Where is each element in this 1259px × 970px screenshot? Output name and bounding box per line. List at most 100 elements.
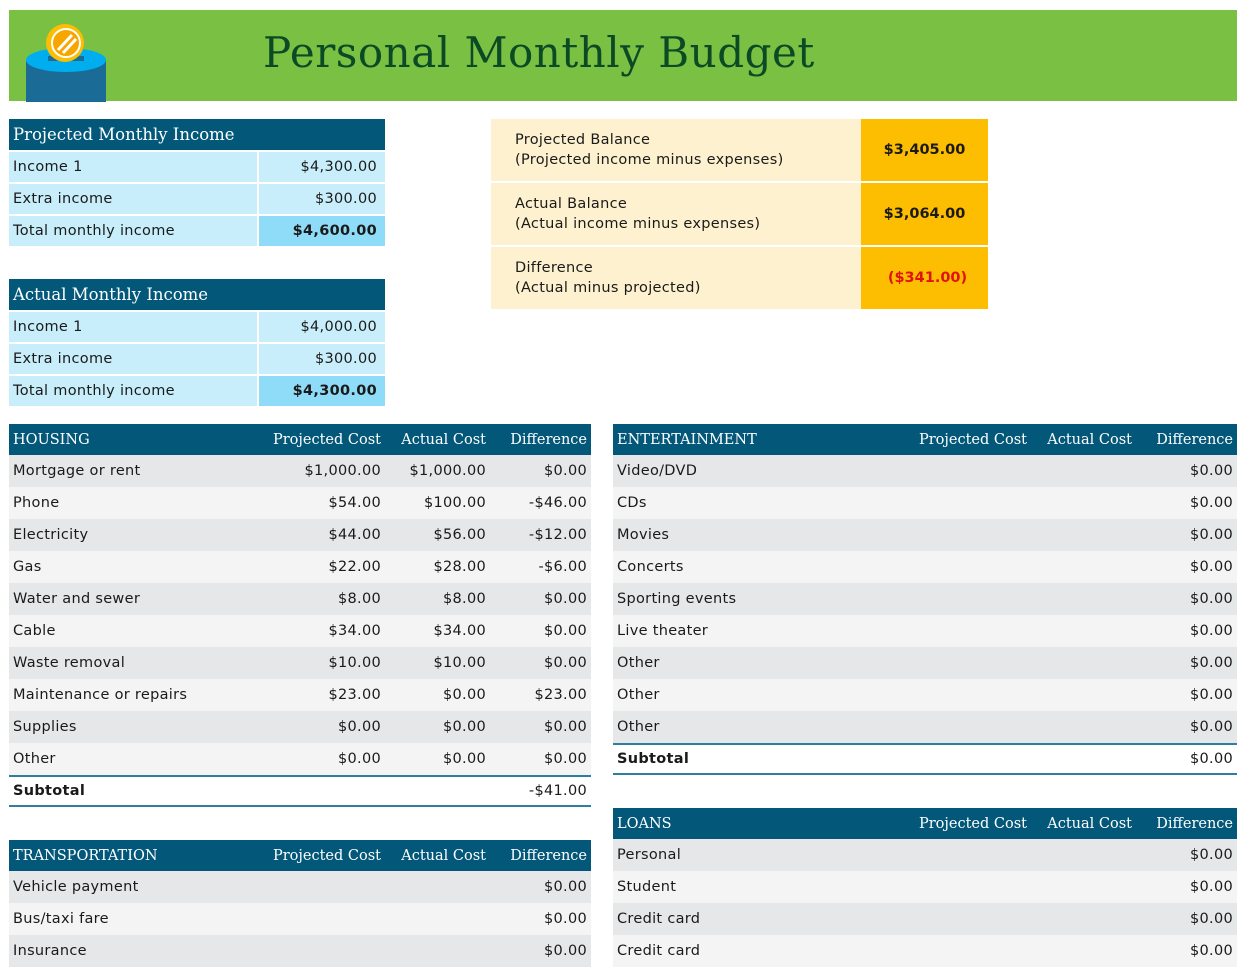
actual-income-table: Actual Monthly Income Income 1 $4,000.00 E… — [9, 279, 385, 406]
projected-cost-cell[interactable]: $22.00 — [328, 559, 381, 575]
expense-label[interactable]: CDs — [617, 495, 647, 511]
expense-label[interactable]: Credit card — [617, 911, 701, 927]
category-title: ENTERTAINMENT — [617, 431, 757, 448]
expense-label[interactable]: Cable — [13, 623, 56, 639]
difference-cell: $0.00 — [1189, 463, 1233, 479]
balance-value: $3,405.00 — [861, 119, 988, 181]
row-label: Income 1 — [13, 319, 83, 335]
balance-label: Projected Balance (Projected income minus… — [491, 119, 861, 181]
table-row: Movies $0.00 — [613, 519, 1237, 551]
projected-cost-cell[interactable]: $10.00 — [328, 655, 381, 671]
page-title: Personal Monthly Budget — [263, 28, 815, 77]
income-value-cell[interactable]: $300.00 — [257, 184, 385, 214]
income-value-cell[interactable]: $4,300.00 — [257, 152, 385, 182]
difference-cell: $0.00 — [1189, 559, 1233, 575]
expense-label[interactable]: Bus/taxi fare — [13, 911, 109, 927]
actual-cost-cell[interactable]: $100.00 — [423, 495, 486, 511]
expense-label[interactable]: Movies — [617, 527, 670, 543]
table-row: Water and sewer $8.00 $8.00 $0.00 — [9, 583, 591, 615]
balance-summary: Projected Balance (Projected income minus… — [491, 119, 988, 311]
income-value-cell[interactable]: $4,000.00 — [257, 312, 385, 342]
actual-cost-cell[interactable]: $56.00 — [433, 527, 486, 543]
expense-label[interactable]: Credit card — [617, 943, 701, 959]
income-row: Extra income $300.00 — [9, 182, 385, 214]
expense-label[interactable]: Student — [617, 879, 677, 895]
column-header-actual: Actual Cost — [401, 431, 486, 448]
projected-cost-cell[interactable]: $34.00 — [328, 623, 381, 639]
projected-cost-cell[interactable]: $8.00 — [337, 591, 381, 607]
difference-cell: $0.00 — [1189, 495, 1233, 511]
actual-cost-cell[interactable]: $34.00 — [433, 623, 486, 639]
difference-cell: $0.00 — [543, 911, 587, 927]
expense-label[interactable]: Water and sewer — [13, 591, 141, 607]
difference-cell: $0.00 — [1189, 879, 1233, 895]
actual-cost-cell[interactable]: $28.00 — [433, 559, 486, 575]
subtotal-value: -$41.00 — [528, 783, 587, 799]
expense-label[interactable]: Other — [617, 655, 660, 671]
income-row: Total monthly income $4,600.00 — [9, 214, 385, 246]
table-row: Concerts $0.00 — [613, 551, 1237, 583]
projected-cost-cell[interactable]: $23.00 — [328, 687, 381, 703]
difference-cell: $0.00 — [1189, 911, 1233, 927]
actual-cost-cell[interactable]: $0.00 — [442, 751, 486, 767]
difference-cell: -$46.00 — [528, 495, 587, 511]
column-header-projected: Projected Cost — [272, 431, 381, 448]
column-header-actual: Actual Cost — [401, 847, 486, 864]
income-row: Extra income $300.00 — [9, 342, 385, 374]
actual-cost-cell[interactable]: $8.00 — [442, 591, 486, 607]
projected-cost-cell[interactable]: $0.00 — [337, 719, 381, 735]
projected-cost-cell[interactable]: $1,000.00 — [304, 463, 381, 479]
expense-label[interactable]: Waste removal — [13, 655, 126, 671]
difference-cell: $0.00 — [543, 623, 587, 639]
expense-label[interactable]: Other — [617, 719, 660, 735]
subtotal-row: Subtotal -$41.00 — [9, 775, 591, 807]
difference-cell: $0.00 — [1189, 687, 1233, 703]
row-label: Income 1 — [13, 159, 83, 175]
income-value-cell[interactable]: $4,300.00 — [257, 376, 385, 406]
expense-label[interactable]: Concerts — [617, 559, 684, 575]
actual-cost-cell[interactable]: $1,000.00 — [409, 463, 486, 479]
table-row: Mortgage or rent $1,000.00 $1,000.00 $0.00 — [9, 455, 591, 487]
expense-label[interactable]: Other — [13, 751, 56, 767]
income-value-cell[interactable]: $300.00 — [257, 344, 385, 374]
actual-cost-cell[interactable]: $0.00 — [442, 687, 486, 703]
actual-cost-cell[interactable]: $10.00 — [433, 655, 486, 671]
expense-label[interactable]: Personal — [617, 847, 682, 863]
balance-title: Difference — [515, 260, 593, 276]
difference-cell: $0.00 — [1189, 943, 1233, 959]
balance-row: Projected Balance (Projected income minus… — [491, 119, 988, 181]
table-row: Credit card $0.00 — [613, 935, 1237, 967]
table-header: HOUSING Projected Cost Actual Cost Differen… — [9, 424, 591, 455]
balance-label: Difference (Actual minus projected) — [491, 247, 861, 309]
expense-label[interactable]: Other — [617, 687, 660, 703]
income-value-cell[interactable]: $4,600.00 — [257, 216, 385, 246]
table-row: Credit card $0.00 — [613, 903, 1237, 935]
projected-cost-cell[interactable]: $54.00 — [328, 495, 381, 511]
expense-label[interactable]: Maintenance or repairs — [13, 687, 188, 703]
balance-value: $3,064.00 — [861, 183, 988, 245]
expense-label[interactable]: Insurance — [13, 943, 87, 959]
expense-label[interactable]: Vehicle payment — [13, 879, 139, 895]
difference-cell: $0.00 — [1189, 847, 1233, 863]
expense-label[interactable]: Electricity — [13, 527, 89, 543]
expense-label[interactable]: Live theater — [617, 623, 709, 639]
table-row: Phone $54.00 $100.00 -$46.00 — [9, 487, 591, 519]
expense-label[interactable]: Video/DVD — [617, 463, 698, 479]
table-header: LOANS Projected Cost Actual Cost Difference — [613, 808, 1237, 839]
column-header-projected: Projected Cost — [918, 431, 1027, 448]
title-banner: Personal Monthly Budget — [9, 10, 1237, 102]
expense-label[interactable]: Supplies — [13, 719, 77, 735]
difference-cell: $0.00 — [1189, 623, 1233, 639]
expense-label[interactable]: Sporting events — [617, 591, 737, 607]
actual-cost-cell[interactable]: $0.00 — [442, 719, 486, 735]
projected-cost-cell[interactable]: $44.00 — [328, 527, 381, 543]
projected-cost-cell[interactable]: $0.00 — [337, 751, 381, 767]
column-header-projected: Projected Cost — [272, 847, 381, 864]
projected-income-table: Projected Monthly Income Income 1 $4,300.… — [9, 119, 385, 246]
expense-label[interactable]: Phone — [13, 495, 60, 511]
expense-label[interactable]: Mortgage or rent — [13, 463, 141, 479]
expense-label[interactable]: Gas — [13, 559, 42, 575]
balance-description: (Actual minus projected) — [515, 280, 701, 296]
income-row: Income 1 $4,000.00 — [9, 310, 385, 342]
loans-table: LOANS Projected Cost Actual Cost Difference… — [613, 808, 1237, 967]
